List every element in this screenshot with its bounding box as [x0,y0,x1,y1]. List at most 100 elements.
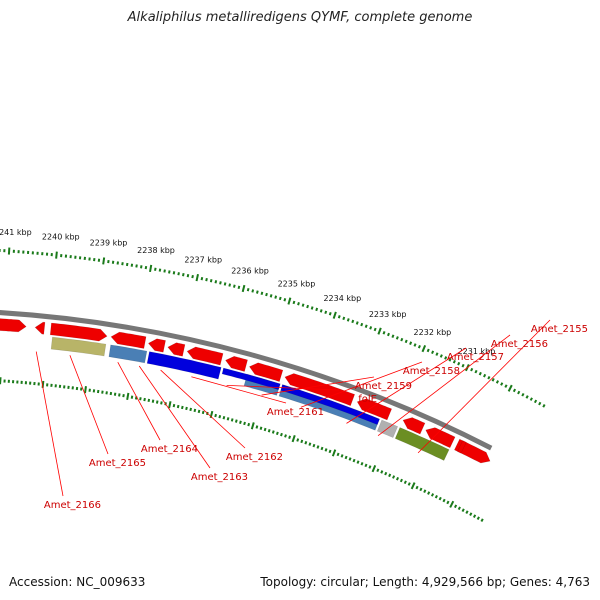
scale-minor-tick [461,363,465,368]
label-leader-line [226,384,340,391]
scale-minor-tick [438,496,442,501]
scale-minor-tick [533,399,538,404]
scale-minor-tick [340,454,344,458]
scale-minor-tick [255,290,259,294]
scale-minor-tick [140,265,143,269]
scale-minor-tick [336,452,340,457]
label-leader-line [346,347,467,424]
scale-minor-tick [275,431,279,436]
gene-feature [394,427,450,461]
scale-minor-tick [434,494,438,499]
scale-minor-tick [315,307,319,312]
scale-minor-tick [403,480,407,485]
scale-minor-tick [155,400,159,404]
scale-minor-tick [251,289,255,293]
gene-feature [457,440,467,454]
scale-minor-tick [348,457,352,461]
gene-label: Amet_2162 [226,452,283,463]
scale-minor-tick [319,309,323,313]
scale-minor-tick [376,468,380,473]
scale-minor-tick [308,442,312,446]
scale-minor-tick [435,352,439,356]
scale-minor-tick [356,460,360,464]
scale-label: 2233 kbp [369,310,407,319]
scale-minor-tick [351,319,355,324]
scale-minor-tick [430,493,435,497]
scale-minor-tick [538,401,542,406]
scale-minor-tick [189,407,192,412]
gene-feature [356,398,393,421]
scale-minor-tick [465,510,469,514]
scale-minor-tick [310,306,314,310]
scale-minor-tick [525,395,529,399]
scale-minor-tick [360,322,364,327]
scale-minor-tick [223,282,227,286]
gene-label: Amet_2165 [89,458,146,469]
scale-minor-tick [186,273,190,278]
scale-minor-tick [181,405,184,410]
scale-minor-tick [265,292,268,297]
scale-minor-tick [219,281,222,285]
scale-minor-tick [417,345,421,349]
scale-minor-tick [200,276,204,281]
scale-minor-tick [369,326,373,330]
scale-minor-tick [487,375,491,380]
scale-minor-tick [143,397,146,402]
gene-layer [0,318,491,464]
scale-minor-tick [387,332,390,337]
scale-minor-tick [453,504,458,509]
scale-major-tick [371,465,377,473]
scale-minor-tick [404,339,408,344]
gene-feature [225,355,248,372]
scale-minor-tick [328,449,332,454]
scale-minor-tick [360,461,364,466]
scale-minor-tick [191,274,194,279]
scale-minor-tick [448,358,452,362]
scale-minor-tick [431,350,435,355]
scale-minor-tick [226,417,230,421]
label-leader-line [138,365,211,469]
scale-label: 2231 kbp [458,347,496,356]
scale-label: 2236 kbp [231,267,269,276]
scale-major-tick [291,434,296,443]
gene-feature [402,417,426,435]
scale-minor-tick [529,397,533,401]
scale-minor-tick [399,478,403,483]
scale-minor-tick [495,380,499,384]
scale-minor-tick [144,265,148,270]
scale-minor-tick [415,485,419,490]
genome-backbone [0,310,493,451]
scale-minor-tick [444,356,448,360]
scale-layer: 2231 kbp 2232 kbp 2233 kbp 2234 kbp 2235 kbp… [0,228,546,523]
scale-minor-tick [237,285,241,290]
scale-minor-tick [364,463,368,468]
scale-minor-tick [388,473,392,478]
scale-minor-tick [439,354,443,358]
scale-minor-tick [118,393,121,397]
gene-feature [186,346,224,366]
scale-minor-tick [521,392,525,397]
scale-minor-tick [480,518,484,523]
scale-major-tick [331,449,337,457]
scale-label: 2232 kbp [414,328,452,337]
scale-minor-tick [172,271,176,275]
gene-feature [50,336,107,357]
scale-minor-tick [368,465,372,469]
scale-minor-tick [182,273,185,277]
scale-minor-tick [214,413,217,418]
gene-label: folE [358,394,377,405]
scale-minor-tick [395,336,399,340]
scale-minor-tick [222,416,226,420]
scale-minor-tick [193,408,197,413]
scale-minor-tick [151,399,155,403]
scale-minor-tick [324,310,328,315]
scale-minor-tick [176,404,180,409]
scale-minor-tick [413,343,417,347]
scale-minor-tick [380,470,384,474]
summary-text: Topology: circular; Length: 4,929,566 bp… [260,575,590,589]
scale-minor-tick [214,280,218,284]
scale-minor-tick [232,284,236,288]
scale-label: 2234 kbp [323,294,361,303]
gene-feature [146,351,222,380]
